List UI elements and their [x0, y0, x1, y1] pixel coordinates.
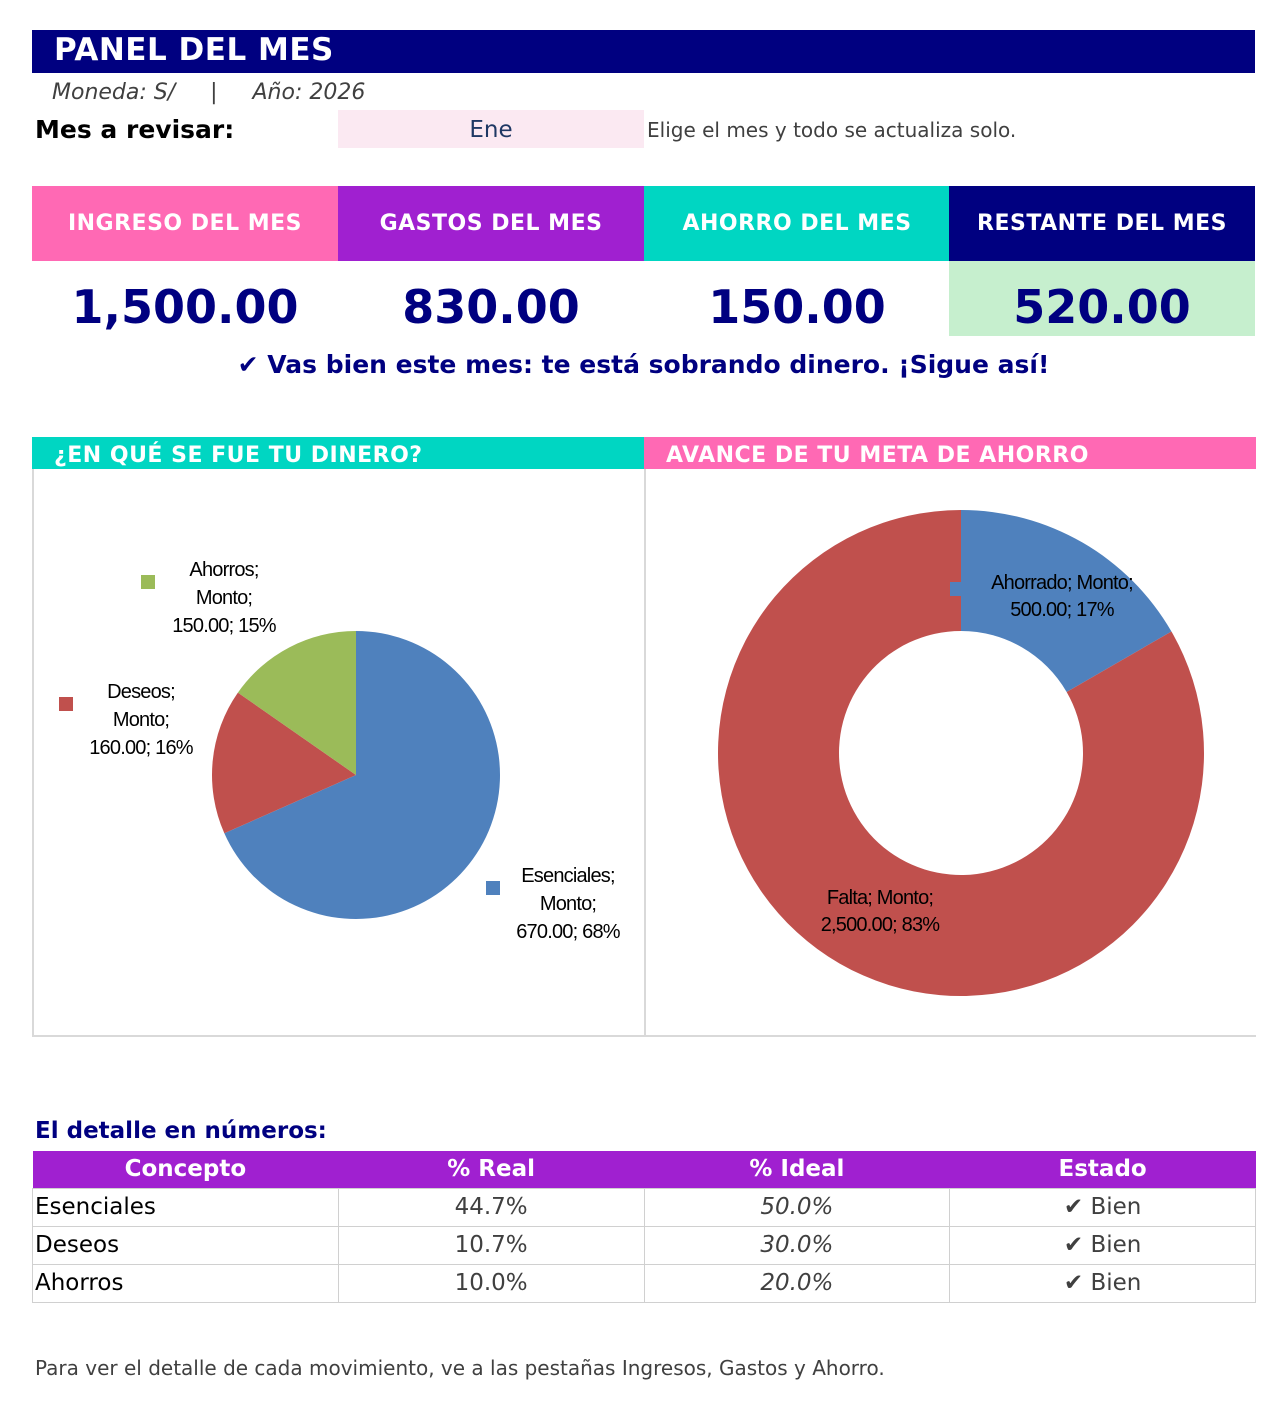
table-row: Ahorros 10.0% 20.0% ✔ Bien [32, 1263, 1256, 1303]
kpi-income-value: 1,500.00 [71, 280, 299, 334]
spending-chart-frame [32, 469, 645, 1037]
status-message: ✔ Vas bien este mes: te está sobrando di… [237, 350, 1050, 379]
detail-title: El detalle en números: [35, 1118, 327, 1144]
row-concept: Deseos [32, 1225, 339, 1265]
kpi-savings-value: 150.00 [708, 280, 886, 334]
row-ideal: 50.0% [643, 1187, 951, 1227]
row-status: ✔ Bien [949, 1263, 1256, 1303]
col-ideal: % Ideal [644, 1151, 950, 1188]
savings-goal-chart-frame [644, 469, 1256, 1037]
kpi-remaining-value: 520.00 [949, 261, 1255, 336]
row-real: 10.7% [337, 1225, 645, 1265]
row-real: 44.7% [337, 1187, 645, 1227]
spending-chart-title: ¿EN QUÉ SE FUE TU DINERO? [32, 437, 644, 469]
currency-year-line: Moneda: S/ | Año: 2026 [52, 80, 366, 105]
savings-goal-chart-title: AVANCE DE TU META DE AHORRO [644, 437, 1256, 469]
month-selector-label: Mes a revisar: [35, 115, 235, 144]
row-concept: Esenciales [32, 1187, 339, 1227]
col-status: Estado [949, 1151, 1256, 1188]
col-concept: Concepto [32, 1151, 339, 1188]
title-bar: PANEL DEL MES [32, 30, 1255, 73]
detail-header-row: Concepto % Real % Ideal Estado [32, 1151, 1256, 1188]
detail-table: Concepto % Real % Ideal Estado Esenciale… [32, 1151, 1256, 1303]
kpi-remaining-label: RESTANTE DEL MES [949, 186, 1255, 261]
row-status: ✔ Bien [949, 1225, 1256, 1265]
row-ideal: 30.0% [643, 1225, 951, 1265]
month-selector-hint: Elige el mes y todo se actualiza solo. [647, 118, 1017, 142]
table-row: Deseos 10.7% 30.0% ✔ Bien [32, 1225, 1256, 1265]
kpi-expenses-label: GASTOS DEL MES [338, 186, 644, 261]
kpi-income-label: INGRESO DEL MES [32, 186, 338, 261]
page-title: PANEL DEL MES [54, 32, 334, 68]
row-real: 10.0% [337, 1263, 645, 1303]
row-ideal: 20.0% [643, 1263, 951, 1303]
row-status: ✔ Bien [949, 1187, 1256, 1227]
row-concept: Ahorros [32, 1263, 339, 1303]
month-select[interactable]: Ene [338, 110, 644, 148]
footer-note: Para ver el detalle de cada movimiento, … [35, 1356, 885, 1380]
table-row: Esenciales 44.7% 50.0% ✔ Bien [32, 1187, 1256, 1227]
kpi-savings-label: AHORRO DEL MES [644, 186, 950, 261]
col-real: % Real [338, 1151, 644, 1188]
kpi-expenses-value: 830.00 [402, 280, 580, 334]
